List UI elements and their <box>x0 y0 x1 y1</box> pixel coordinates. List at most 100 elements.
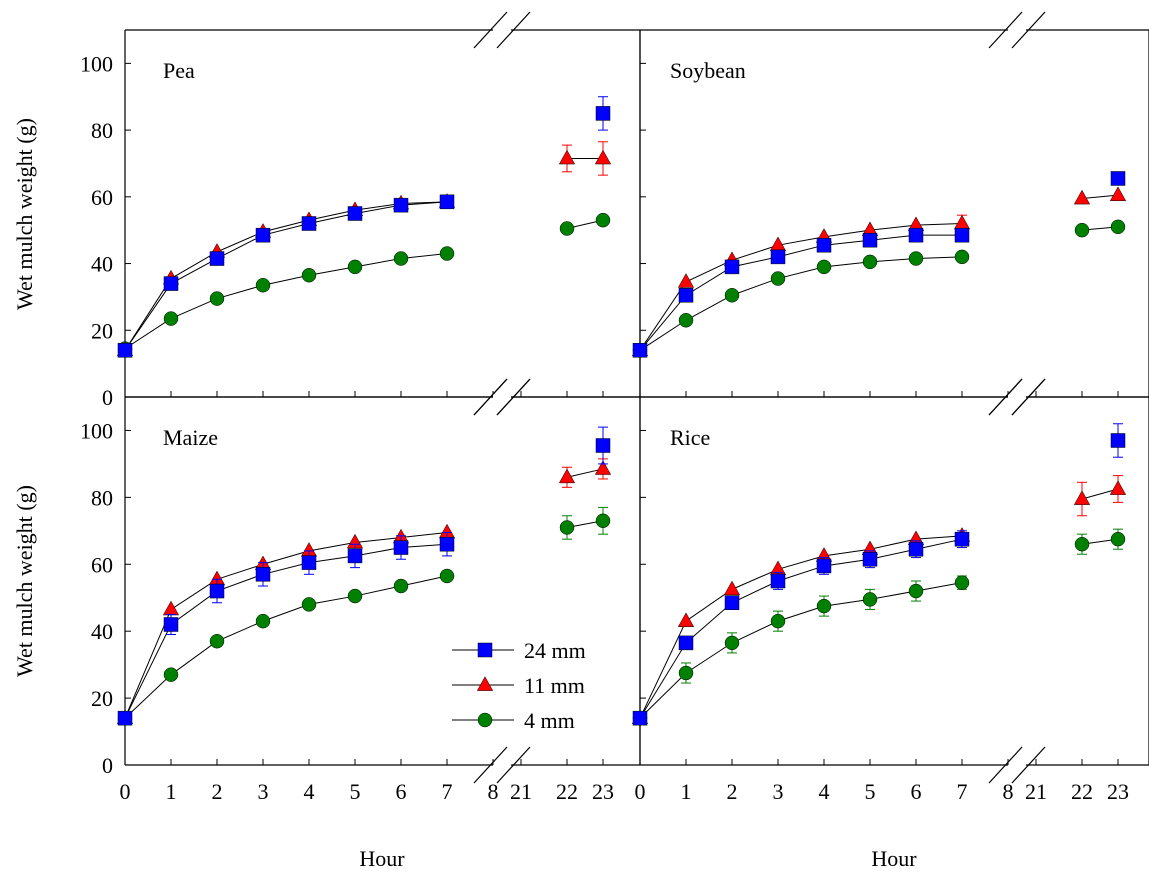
data-point-square <box>595 438 611 453</box>
data-point-circle <box>163 667 179 682</box>
legend-label: 11 mm <box>524 673 585 698</box>
x-tick-label: 6 <box>396 779 407 804</box>
axis-break-mark <box>496 11 531 49</box>
legend-item-4-mm: 4 mm <box>452 708 575 733</box>
data-point-circle <box>595 212 611 228</box>
axis-break-mark <box>1011 746 1046 784</box>
data-point-circle <box>301 597 317 612</box>
data-point-square <box>954 531 970 547</box>
axis-break-gap <box>493 27 511 33</box>
x-tick-label: 21 <box>510 779 532 804</box>
data-point-circle <box>678 665 694 681</box>
series-line <box>124 575 448 719</box>
data-point-circle <box>770 271 786 286</box>
x-tick-label: 5 <box>865 779 876 804</box>
y-tick-label: 100 <box>80 418 113 443</box>
series-24-mm <box>117 96 611 358</box>
axis-break-gap <box>1008 394 1026 400</box>
data-point-circle <box>1110 531 1126 547</box>
data-point-square <box>678 635 694 651</box>
series-11-mm <box>631 186 1127 357</box>
x-tick-label: 0 <box>120 779 131 804</box>
data-point-circle <box>301 267 317 283</box>
x-tick-label: 0 <box>635 779 646 804</box>
data-point-circle <box>908 251 924 266</box>
data-point-square <box>255 227 271 243</box>
data-point-circle <box>954 249 970 265</box>
data-point-square <box>347 548 363 564</box>
data-point-circle <box>255 613 271 629</box>
y-axis-title: Wet mulch weight (g) <box>12 485 37 677</box>
y-tick-label: 0 <box>102 753 113 778</box>
data-point-circle <box>954 575 970 590</box>
series-line <box>124 201 448 351</box>
data-point-circle <box>595 513 611 529</box>
panel-pea <box>124 11 641 416</box>
data-point-square <box>117 710 133 726</box>
data-point-circle <box>209 291 225 306</box>
data-point-triangle <box>677 273 695 288</box>
y-tick-label: 80 <box>91 118 113 143</box>
x-tick-label: 4 <box>304 779 315 804</box>
data-point-triangle <box>558 468 576 484</box>
data-point-square <box>393 197 409 213</box>
data-point-circle <box>559 520 575 535</box>
data-point-circle <box>163 311 179 326</box>
series-line <box>639 256 963 351</box>
x-tick-label: 8 <box>488 779 499 804</box>
data-point-triangle <box>953 214 971 230</box>
data-point-circle <box>477 712 493 728</box>
data-point-square <box>954 227 970 243</box>
y-tick-label: 40 <box>91 252 113 277</box>
axis-break-mark <box>1011 11 1046 49</box>
data-point-square <box>209 583 225 599</box>
x-tick-label: 3 <box>258 779 269 804</box>
data-point-square <box>908 541 924 557</box>
data-point-square <box>678 287 694 303</box>
x-tick-label: 1 <box>681 779 692 804</box>
data-point-circle <box>439 246 455 261</box>
panel-title: Soybean <box>670 58 746 83</box>
data-point-square <box>439 536 455 552</box>
y-axis-title: Wet mulch weight (g) <box>12 118 37 310</box>
series-line <box>639 535 963 719</box>
legend-item-24-mm: 24 mm <box>452 638 586 663</box>
x-tick-label: 8 <box>1003 779 1014 804</box>
x-tick-label: 6 <box>911 779 922 804</box>
axis-break-gap <box>1008 27 1026 33</box>
axis-break-mark <box>496 746 531 784</box>
series-line <box>1081 194 1119 199</box>
data-point-circle <box>559 221 575 236</box>
axis-break-mark <box>988 11 1023 49</box>
data-point-circle <box>209 633 225 649</box>
series-11-mm <box>631 475 1127 724</box>
data-point-square <box>862 552 878 567</box>
data-point-square <box>632 343 648 358</box>
data-point-square <box>1110 171 1126 186</box>
series-4-mm <box>632 528 1126 726</box>
series-line <box>639 223 963 351</box>
axis-break-gap <box>1008 762 1026 768</box>
y-tick-label: 20 <box>91 318 113 343</box>
data-point-square <box>595 106 611 121</box>
data-point-circle <box>439 568 455 584</box>
panel-title: Pea <box>163 58 195 83</box>
data-point-triangle <box>476 676 494 691</box>
data-point-square <box>770 249 786 265</box>
y-tick-label: 60 <box>91 185 113 210</box>
x-tick-label: 23 <box>1107 779 1129 804</box>
legend-item-11-mm: 11 mm <box>452 673 585 698</box>
data-point-square <box>770 573 786 589</box>
series-24-mm <box>632 171 1126 358</box>
y-tick-label: 40 <box>91 619 113 644</box>
data-point-circle <box>1110 219 1126 235</box>
x-tick-label: 2 <box>727 779 738 804</box>
series-line <box>566 468 604 478</box>
series-line <box>639 234 962 351</box>
x-tick-label: 1 <box>166 779 177 804</box>
data-point-square <box>347 206 363 221</box>
data-point-square <box>862 232 878 248</box>
data-point-circle <box>724 287 740 303</box>
data-point-square <box>724 595 740 610</box>
axis-break-mark <box>1011 378 1046 416</box>
